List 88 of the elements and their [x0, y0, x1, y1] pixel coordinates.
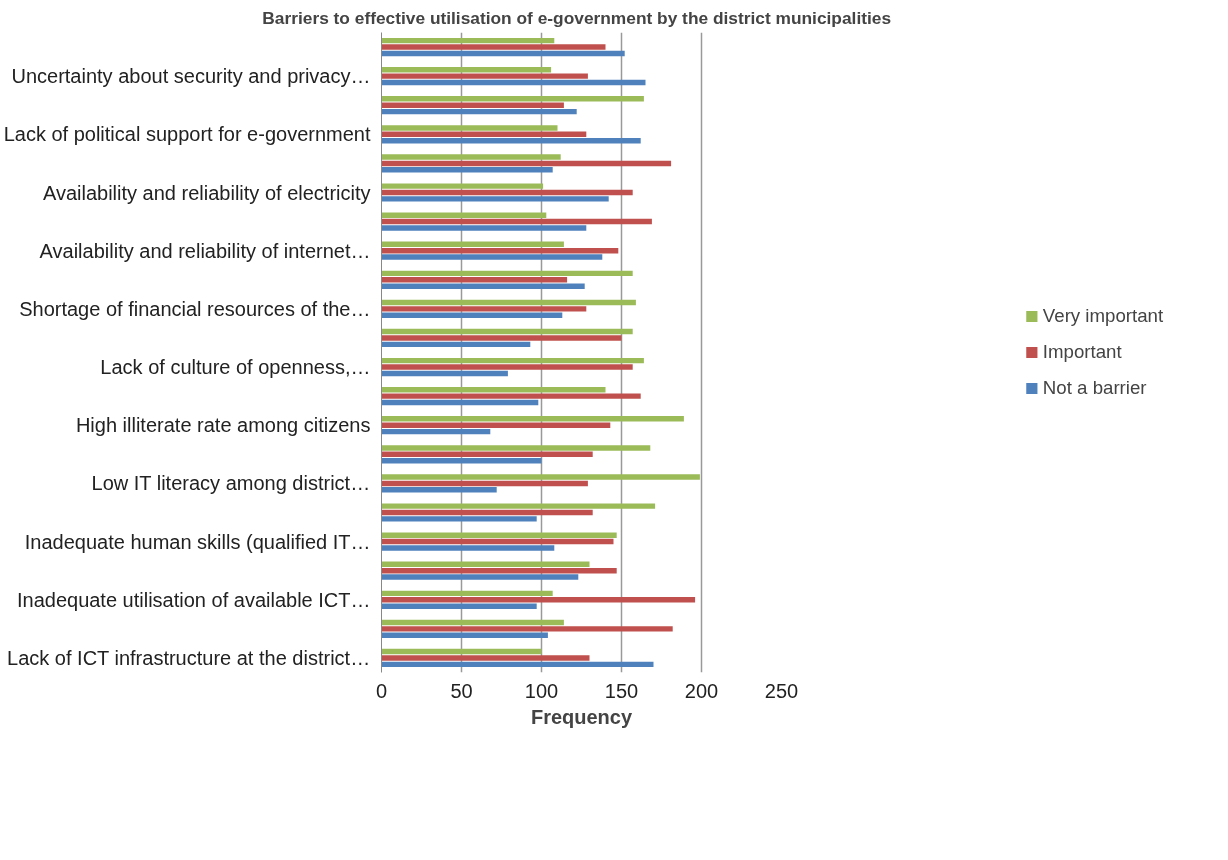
bar — [381, 603, 537, 609]
bar — [381, 160, 672, 167]
bar — [381, 661, 654, 668]
bar — [381, 341, 531, 348]
bar — [381, 516, 537, 522]
bar — [381, 167, 553, 173]
legend-label: Important — [1042, 341, 1122, 363]
bar — [381, 387, 606, 393]
bar — [381, 306, 587, 312]
bar — [381, 399, 539, 406]
bar — [381, 509, 593, 516]
bar — [381, 335, 622, 341]
bar — [381, 44, 606, 50]
x-tick-label: 100 — [524, 679, 559, 702]
bar — [381, 102, 564, 108]
y-tick-label: High illiterate rate among citizens — [75, 414, 371, 437]
bar — [381, 196, 609, 202]
bar — [381, 538, 614, 545]
bar — [381, 474, 700, 480]
y-tick-label: Lack of culture of openness,… — [100, 356, 371, 379]
y-tick-label: Lack of political support for e-government — [3, 123, 371, 146]
y-tick-label: Inadequate human skills (qualified IT… — [24, 530, 371, 553]
bar — [381, 451, 593, 458]
bar — [381, 545, 555, 551]
x-tick-label: 150 — [604, 679, 639, 702]
bar — [381, 154, 561, 160]
y-tick-label: Shortage of financial resources of the… — [19, 297, 371, 320]
bar — [381, 364, 633, 370]
y-tick-label: Availability and reliability of electricity — [42, 181, 371, 204]
y-tick-label: Availability and reliability of internet… — [39, 239, 371, 262]
bar — [381, 183, 544, 189]
bar — [381, 619, 564, 626]
bar — [381, 416, 684, 422]
bar — [381, 131, 587, 138]
bar — [381, 428, 491, 435]
bar — [381, 277, 568, 283]
bar — [381, 37, 555, 44]
bar — [381, 96, 644, 102]
x-tick-label: 0 — [375, 679, 388, 702]
bar — [381, 241, 564, 247]
bar — [381, 458, 542, 464]
bar — [381, 125, 558, 131]
bar — [381, 370, 508, 377]
bar — [381, 225, 587, 231]
chart-title: Barriers to effective utilisation of e-government by the district municipalities — [262, 7, 892, 28]
y-tick-label: Inadequate utilisation of available ICT… — [16, 588, 371, 611]
bar — [381, 212, 547, 218]
bar — [381, 299, 636, 306]
bar — [381, 108, 577, 115]
bar — [381, 357, 644, 364]
bar — [381, 73, 588, 79]
bar — [381, 648, 542, 655]
bar — [381, 597, 696, 603]
bar — [381, 574, 579, 580]
legend-label: Not a barrier — [1042, 377, 1147, 399]
bar — [381, 532, 617, 538]
bar — [381, 254, 603, 260]
bar — [381, 567, 617, 574]
y-tick-label: Low IT literacy among district… — [91, 472, 371, 495]
bar — [381, 422, 611, 428]
y-tick-label: Lack of ICT infrastructure at the district… — [7, 646, 371, 669]
x-tick-label: 50 — [450, 679, 473, 702]
bar — [381, 189, 633, 196]
bar — [381, 632, 548, 638]
bar — [381, 561, 590, 567]
bar — [381, 50, 625, 57]
bar — [381, 393, 641, 399]
bar — [381, 626, 673, 632]
bar — [381, 590, 553, 597]
bar — [381, 503, 656, 509]
bar — [381, 480, 588, 487]
x-axis-title: Frequency — [530, 705, 633, 728]
x-tick-label: 250 — [764, 679, 799, 702]
bar — [381, 79, 646, 86]
legend-label: Very important — [1042, 305, 1164, 327]
bar — [381, 247, 619, 254]
bar — [381, 67, 552, 73]
bar — [381, 328, 633, 335]
bar — [381, 487, 497, 493]
x-tick-label: 200 — [684, 679, 719, 702]
bar — [381, 218, 652, 225]
bar — [381, 270, 633, 277]
y-tick-label: Uncertainty about security and privacy… — [11, 65, 371, 88]
bar — [381, 283, 585, 289]
bar — [381, 138, 641, 144]
bar — [381, 655, 590, 661]
bar — [381, 312, 563, 318]
bar — [381, 445, 651, 451]
